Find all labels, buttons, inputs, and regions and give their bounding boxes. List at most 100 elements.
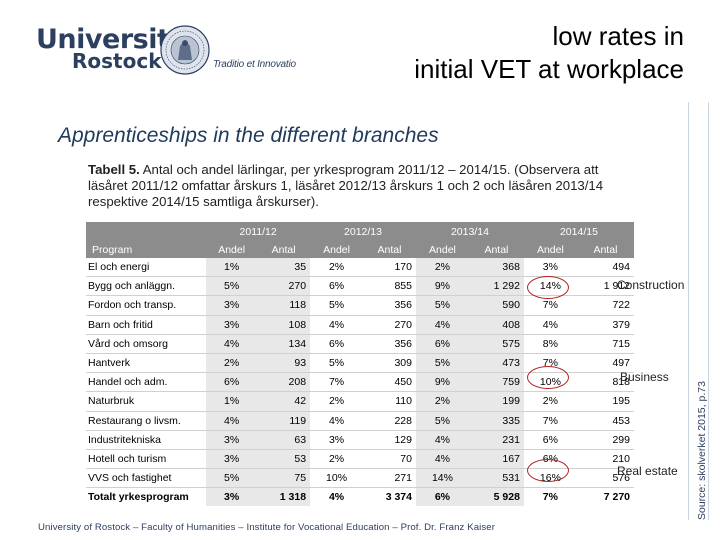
count-cell: 110 [363,391,416,412]
university-tagline: Traditio et Innovatio [213,59,296,70]
count-cell: 576 [576,468,634,489]
count-cell: 1 318 [257,487,311,507]
share-cell: 3% [206,295,258,316]
share-cell: 4% [415,315,469,335]
program-name: Bygg och anläggn. [86,276,207,297]
share-cell: 8% [523,334,577,354]
share-cell: 7% [523,411,577,431]
share-cell: 2% [523,391,577,412]
count-cell: 575 [468,334,524,354]
column-header-antal: Antal [576,241,634,258]
table-row: Restaurang o livsm. 4% 119 4% 228 5% 335 7% 453 [86,411,634,431]
table-row: Barn och fritid 3% 108 4% 270 4% 408 4% 379 [86,315,634,335]
program-name: Restaurang o livsm. [86,411,207,431]
share-cell: 5% [415,353,469,374]
program-name: Handel och adm. [86,372,207,393]
share-cell: 4% [415,430,469,450]
share-cell: 4% [415,449,469,470]
count-cell: 309 [363,353,416,374]
count-cell: 210 [576,449,634,470]
table-row: Handel och adm. 6% 208 7% 450 9% 759 10% 818 [86,372,634,393]
apprentices-table: 2011/12 2012/13 2013/14 2014/15 Program … [86,222,634,507]
slide-title-line2: initial VET at workplace [414,54,684,84]
share-cell: 5% [310,353,364,374]
share-cell: 10% [310,468,364,489]
table-row: Fordon och transp. 3% 118 5% 356 5% 590 7% 722 [86,295,634,316]
university-seal-icon [160,25,210,75]
count-cell: 855 [363,276,416,297]
count-cell: 7 270 [603,491,630,504]
column-header-andel: Andel [415,241,469,258]
table-row: Industritekniska 3% 63 3% 129 4% 231 6% 299 [86,430,634,450]
table-total-row: Totalt yrkesprogram 3% 1 318 4% 3 374 6% 5 928… [86,487,634,507]
count-cell: 531 [468,468,524,489]
count-cell: 453 [576,411,634,431]
column-header-andel: Andel [523,241,577,258]
count-cell: 129 [363,430,416,450]
table-caption: Tabell 5. Antal och andel lärlingar, per… [88,162,634,210]
count-cell: 494 [576,258,634,278]
share-cell: 2% [415,391,469,412]
program-name: Barn och fritid [86,315,207,335]
column-header-andel: Andel [206,241,258,258]
share-cell: 4% [206,334,258,354]
table-year-header-row: 2011/12 2012/13 2013/14 2014/15 [86,222,634,241]
annotation-construction: Construction [617,278,685,292]
share-cell: 5% [206,468,258,489]
count-cell: 299 [576,430,634,450]
university-name-line2: Rostock [72,49,162,73]
share-cell: 5% [310,295,364,316]
table-row: Bygg och anläggn. 5% 270 6% 855 9% 1 292 14% 1 9… [86,276,634,297]
slide-subtitle: Apprenticeships in the different branche… [58,124,439,147]
table-row: Vård och omsorg 4% 134 6% 356 6% 575 8% 715 [86,334,634,354]
count-cell: 93 [257,353,311,374]
divider-line [708,102,709,520]
count-cell: 170 [363,258,416,278]
count-cell: 356 [363,334,416,354]
table-row: El och energi 1% 35 2% 170 2% 368 3% 494 [86,258,634,278]
count-cell: 167 [468,449,524,470]
share-cell: 2% [310,258,364,278]
count-cell: 379 [576,315,634,335]
share-cell: 6% [415,334,469,354]
share-cell: 6% [523,430,577,450]
count-cell: 450 [363,372,416,393]
year-header: 2013/14 [415,222,524,241]
count-cell: 3 374 [385,491,412,504]
count-cell: 208 [257,372,311,393]
column-header-antal: Antal [468,241,524,258]
share-cell: 9% [415,372,469,393]
annotation-business: Business [620,370,669,384]
share-cell: 2% [415,258,469,278]
column-header-andel: Andel [310,241,364,258]
share-cell: 4% [206,411,258,431]
program-name: El och energi [86,258,207,278]
count-cell: 195 [576,391,634,412]
count-cell: 759 [468,372,524,393]
share-cell: 1% [206,391,258,412]
count-cell: 715 [576,334,634,354]
count-cell: 368 [468,258,524,278]
source-note: Source: skolverket 2015, p.73 [696,381,708,520]
program-name: Industritekniska [86,430,207,450]
share-cell: 3% [523,258,577,278]
column-header-antal: Antal [257,241,311,258]
count-cell: 818 [576,372,634,393]
divider-line [688,102,689,520]
count-cell: 271 [363,468,416,489]
count-cell: 270 [257,276,311,297]
share-cell: 6% [310,276,364,297]
highlight-circle-real-estate [527,459,569,482]
table-body: El och energi 1% 35 2% 170 2% 368 3% 494 Bygg och… [86,258,634,507]
count-cell: 134 [257,334,311,354]
count-cell: 70 [363,449,416,470]
count-cell: 119 [257,411,311,431]
program-name: Totalt yrkesprogram [88,491,189,504]
share-cell: 3% [206,487,258,507]
table-row: VVS och fastighet 5% 75 10% 271 14% 531 16% 576 [86,468,634,489]
table-caption-text: Antal och andel lärlingar, per yrkesprog… [88,162,604,209]
table-row: Hantverk 2% 93 5% 309 5% 473 7% 497 [86,353,634,374]
count-cell: 356 [363,295,416,316]
year-header: 2011/12 [206,222,311,241]
count-cell: 35 [257,258,311,278]
